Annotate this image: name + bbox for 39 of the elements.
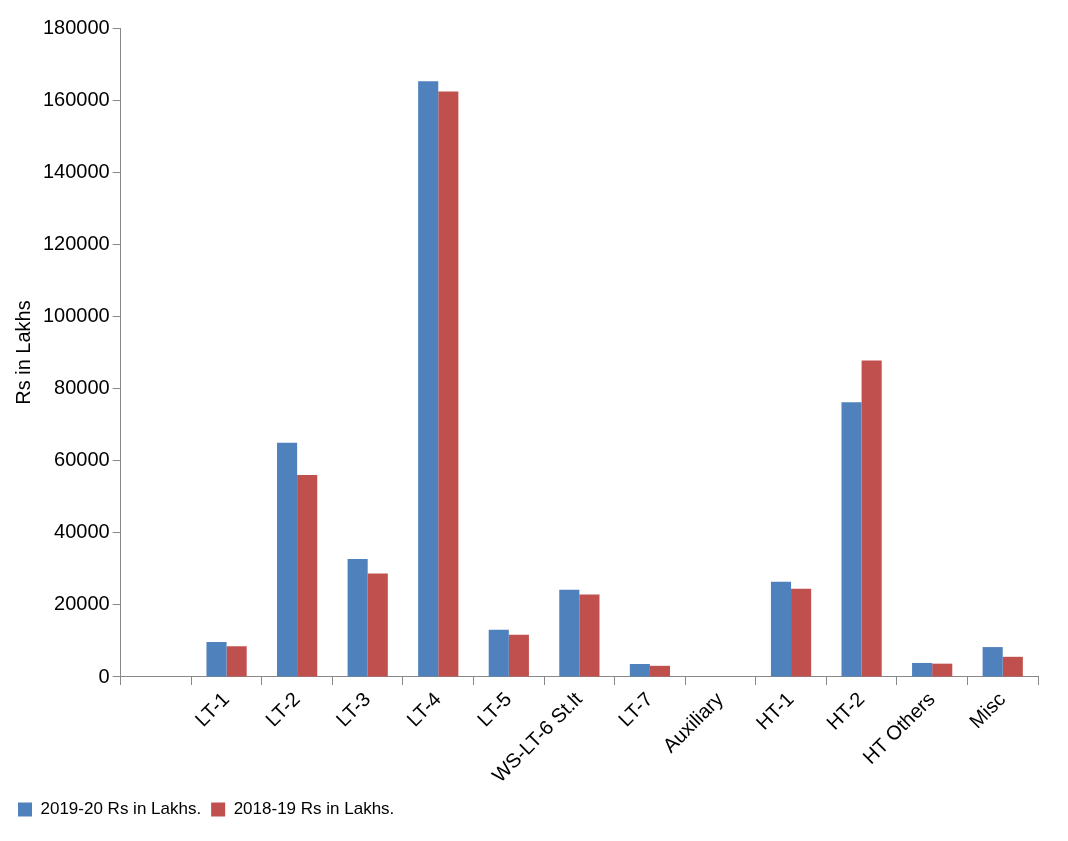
y-tick-label: 140000 (42, 159, 110, 182)
y-tick-label: 180000 (42, 15, 110, 38)
bar (841, 402, 862, 677)
bar (559, 589, 580, 677)
bar (579, 594, 600, 677)
bar (226, 646, 247, 677)
y-tick-label: 0 (98, 664, 110, 687)
y-axis-title: Rs in Lakhs (11, 300, 34, 405)
legend-label: 2018-19 Rs in Lakhs. (233, 799, 395, 819)
y-tick-label: 20000 (54, 592, 110, 615)
y-tick-label: 60000 (54, 448, 110, 471)
bar (791, 588, 812, 677)
bar (982, 647, 1003, 677)
legend-label: 2019-20 Rs in Lakhs. (40, 799, 202, 819)
bar (206, 642, 227, 677)
y-tick-label: 160000 (42, 87, 110, 110)
x-tick-label: LT-2 (261, 687, 304, 731)
y-tick-label: 40000 (54, 520, 110, 543)
bar (1002, 656, 1023, 677)
x-tick-label: Misc (964, 687, 1010, 733)
bar (649, 665, 671, 677)
bar (770, 581, 792, 677)
bar (418, 81, 439, 677)
bar (297, 475, 318, 677)
x-tick-label: LT-1 (190, 687, 234, 731)
bar (508, 634, 529, 677)
y-tick-label: 120000 (42, 231, 110, 254)
bar (629, 664, 650, 677)
x-tick-label: LT-3 (331, 687, 375, 731)
bar (488, 629, 509, 677)
bar (277, 442, 298, 677)
bar (438, 91, 459, 677)
bar (861, 360, 882, 677)
bar (367, 573, 388, 677)
y-tick-label: 80000 (54, 376, 110, 399)
y-tick-label: 100000 (42, 303, 110, 326)
bar (912, 662, 933, 677)
bar (932, 663, 953, 677)
bar (347, 559, 368, 677)
